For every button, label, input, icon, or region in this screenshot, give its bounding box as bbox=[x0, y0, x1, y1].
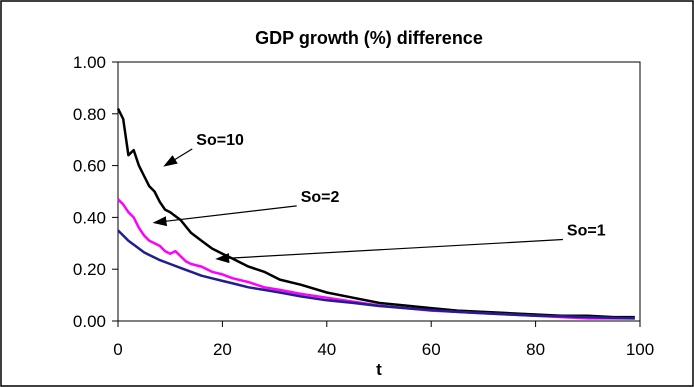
y-axis: 0.00 0.20 0.40 0.60 0.80 1.00 bbox=[73, 53, 118, 331]
y-tick-label: 1.00 bbox=[73, 53, 106, 72]
y-tick-label: 0.00 bbox=[73, 312, 106, 331]
x-tick-label: 100 bbox=[626, 340, 654, 359]
annotation-arrow bbox=[163, 148, 193, 167]
annotations: So=10 So=2 So=1 bbox=[152, 132, 606, 264]
chart-title: GDP growth (%) difference bbox=[255, 28, 483, 48]
annotation-arrow bbox=[215, 238, 563, 264]
y-tick-label: 0.40 bbox=[73, 208, 106, 227]
annotation-label: So=10 bbox=[196, 132, 244, 149]
y-tick-label: 0.80 bbox=[73, 105, 106, 124]
annotation-arrow bbox=[152, 205, 297, 227]
x-tick-label: 80 bbox=[526, 340, 545, 359]
series-line-0 bbox=[116, 108, 635, 319]
x-tick-label: 20 bbox=[213, 340, 232, 359]
x-axis: 0 20 40 60 80 100 bbox=[113, 321, 654, 359]
x-tick-label: 40 bbox=[317, 340, 336, 359]
y-tick-label: 0.20 bbox=[73, 260, 106, 279]
annotation-label: So=2 bbox=[301, 189, 340, 206]
annotation-label: So=1 bbox=[567, 223, 606, 240]
x-tick-label: 60 bbox=[422, 340, 441, 359]
plot-area bbox=[117, 61, 641, 322]
series-layer bbox=[116, 108, 635, 320]
x-axis-title: t bbox=[376, 360, 382, 379]
series-line-2 bbox=[117, 229, 635, 320]
y-tick-label: 0.60 bbox=[73, 157, 106, 176]
x-tick-label: 0 bbox=[113, 340, 122, 359]
